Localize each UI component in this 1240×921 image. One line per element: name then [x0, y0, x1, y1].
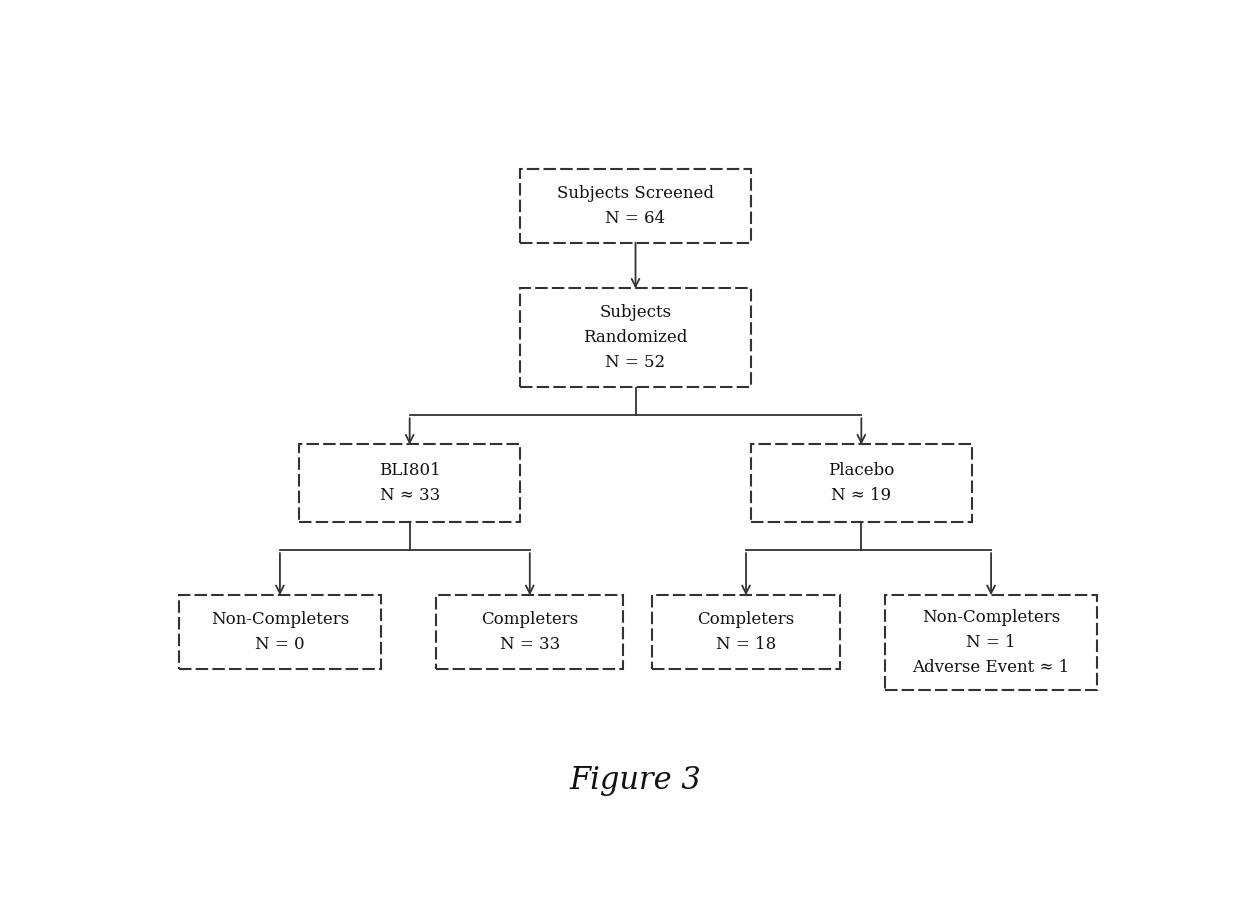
Text: Non-Completers
N = 0: Non-Completers N = 0: [211, 611, 348, 653]
FancyBboxPatch shape: [521, 169, 751, 243]
Text: Subjects Screened
N = 64: Subjects Screened N = 64: [557, 185, 714, 227]
Text: Completers
N = 18: Completers N = 18: [697, 611, 795, 653]
Text: BLI801
N ≈ 33: BLI801 N ≈ 33: [378, 462, 440, 504]
Text: Placebo
N ≈ 19: Placebo N ≈ 19: [828, 462, 894, 504]
FancyBboxPatch shape: [885, 595, 1096, 690]
Text: Subjects
Randomized
N = 52: Subjects Randomized N = 52: [583, 304, 688, 371]
FancyBboxPatch shape: [652, 595, 839, 669]
FancyBboxPatch shape: [751, 444, 972, 522]
FancyBboxPatch shape: [179, 595, 381, 669]
Text: Figure 3: Figure 3: [569, 765, 702, 796]
Text: Non-Completers
N = 1
Adverse Event ≈ 1: Non-Completers N = 1 Adverse Event ≈ 1: [913, 609, 1070, 676]
FancyBboxPatch shape: [299, 444, 521, 522]
Text: Completers
N = 33: Completers N = 33: [481, 611, 578, 653]
FancyBboxPatch shape: [521, 288, 751, 387]
FancyBboxPatch shape: [436, 595, 624, 669]
